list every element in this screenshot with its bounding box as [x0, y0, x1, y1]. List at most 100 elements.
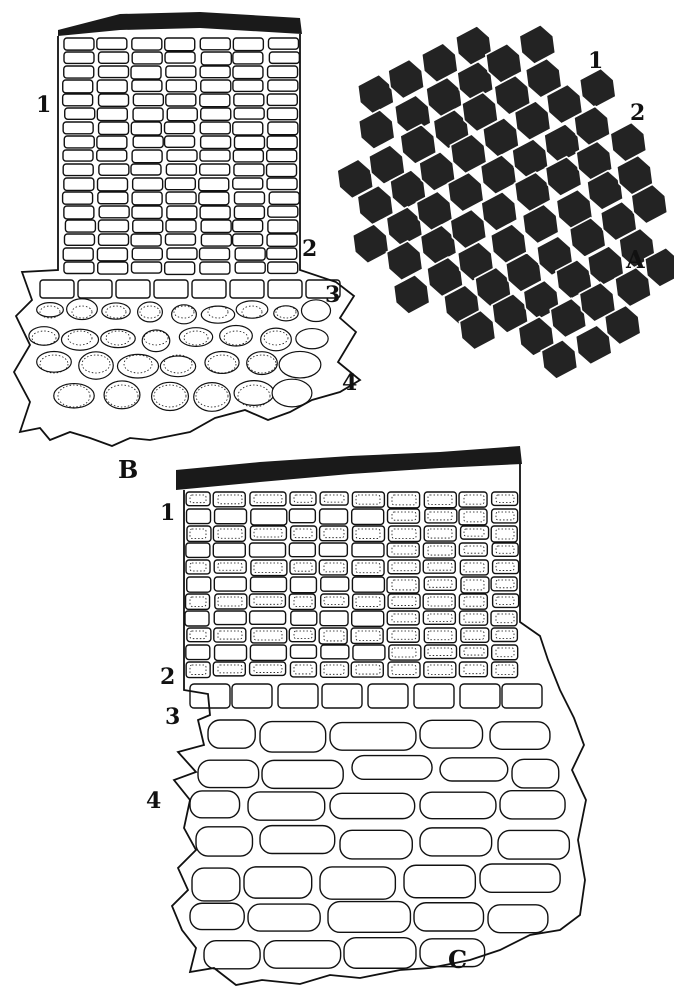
cork-cell-inner-wall — [391, 664, 417, 675]
cork-cell — [165, 163, 198, 176]
cork-cell — [61, 191, 94, 205]
cork-cell — [460, 576, 490, 594]
cork-cell — [386, 542, 420, 558]
dark-cell — [357, 108, 396, 151]
cork-cell-inner-wall — [189, 664, 207, 675]
cork-cell — [265, 149, 298, 163]
cortex-cell — [419, 827, 493, 857]
cortex-cell — [343, 936, 417, 969]
cork-cell — [413, 683, 455, 709]
cork-cell — [97, 93, 130, 107]
cork-cell — [97, 51, 130, 65]
cork-cell — [200, 51, 233, 66]
cortex-cell — [489, 721, 551, 751]
cork-cell-inner-wall — [253, 630, 283, 641]
cork-cell — [199, 65, 231, 79]
cork-cell — [96, 79, 128, 94]
cork-cell-inner-wall — [495, 664, 515, 675]
cork-cell — [266, 247, 298, 261]
cork-cell — [490, 627, 519, 643]
cork-cell — [266, 233, 298, 248]
cork-cell — [249, 576, 288, 593]
parenchyma-cell — [219, 324, 253, 347]
cortex-cell — [261, 759, 344, 790]
cork-cell-inner-wall — [355, 664, 381, 675]
cork-cell — [212, 661, 247, 677]
cork-cell — [213, 576, 248, 592]
cork-cell — [131, 37, 163, 51]
cork-cell — [166, 247, 198, 261]
cork-cell-inner-wall — [391, 596, 417, 606]
parenchyma-cell — [116, 353, 160, 379]
parenchyma-cell-wall — [105, 330, 131, 346]
cork-cell — [198, 177, 230, 192]
cork-cell — [234, 247, 266, 261]
cork-cell — [62, 163, 94, 177]
cork-cell-inner-wall — [253, 528, 283, 538]
cork-cell — [63, 51, 95, 65]
cork-cell — [268, 191, 300, 206]
cork-cell-inner-wall — [323, 630, 345, 642]
cork-cell-inner-wall — [253, 494, 283, 504]
dark-cell — [446, 171, 485, 213]
cork-cell-inner-wall — [463, 511, 485, 523]
parenchyma-cell — [178, 327, 214, 347]
panel-b-layer-2-label: 2 — [302, 236, 317, 262]
cork-cell — [458, 610, 489, 626]
cork-cell — [288, 542, 317, 558]
cork-cell-inner-wall — [355, 630, 381, 641]
cork-cell — [424, 508, 458, 524]
panel-c-cortex-cells — [189, 719, 571, 970]
cork-cell-inner-wall — [463, 664, 485, 675]
parenchyma-cell — [137, 301, 163, 323]
cork-cell — [265, 163, 298, 178]
cortex-cell — [419, 719, 484, 749]
cork-cell — [267, 261, 299, 275]
cortex-cell — [259, 824, 336, 855]
cork-cell — [185, 508, 212, 525]
panel-c-layer-1-label: 1 — [160, 500, 175, 526]
panel-b-label: B — [118, 455, 138, 484]
parenchyma-cell-wall — [143, 330, 169, 346]
cork-cell — [212, 542, 246, 558]
cork-cell — [268, 51, 301, 65]
parenchyma-cell-wall — [241, 305, 263, 319]
cork-cell — [249, 491, 287, 507]
cork-cell — [367, 683, 409, 709]
cork-cell — [231, 683, 273, 709]
cork-cell — [165, 65, 197, 79]
panel-c-section: 1 2 3 4 C — [146, 446, 587, 986]
cork-cell — [131, 205, 163, 220]
parenchyma-cell-wall — [247, 354, 277, 374]
cork-cell — [229, 279, 265, 299]
cork-cell-inner-wall — [427, 579, 453, 588]
parenchyma-cell — [278, 350, 322, 379]
cork-cell-inner-wall — [217, 494, 243, 505]
cork-cell — [423, 525, 457, 542]
cork-cell-inner-wall — [217, 528, 243, 539]
cork-cell — [267, 205, 299, 218]
cork-cell-inner-wall — [253, 664, 283, 673]
cork-cell — [184, 610, 210, 627]
cork-cell — [277, 683, 319, 709]
dark-cell — [456, 60, 495, 103]
cork-cell — [200, 219, 232, 234]
cork-cell — [212, 525, 247, 542]
cork-cell — [490, 525, 518, 543]
dark-cell — [513, 99, 552, 142]
dark-cell — [643, 246, 674, 289]
cork-cell — [423, 661, 457, 679]
cork-cell — [248, 593, 287, 608]
dark-cell — [614, 266, 652, 308]
parenchyma-cell-wall — [105, 384, 139, 408]
parenchyma-cell-wall — [123, 354, 153, 374]
cork-cell-inner-wall — [391, 647, 417, 658]
cork-cell-inner-wall — [427, 528, 453, 539]
cork-cell — [199, 121, 231, 135]
cork-cell-inner-wall — [463, 545, 485, 554]
cork-cell — [232, 79, 264, 93]
parenchyma-cell — [204, 350, 240, 375]
cork-cell — [63, 65, 95, 79]
parenchyma-cell-wall — [39, 305, 61, 319]
cork-cell — [166, 107, 198, 122]
